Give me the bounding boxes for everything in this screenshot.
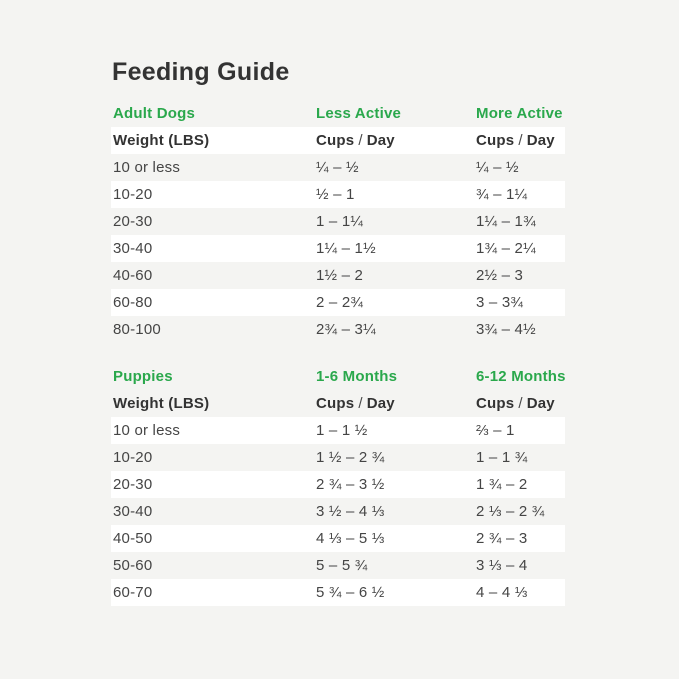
cups-value: 4 ⅓ – 5 ⅓	[316, 530, 385, 547]
adult-dogs-table: Weight (LBS) Cups / Day Cups / Day 10 or less ¼ …	[111, 127, 565, 343]
day-label: Day	[366, 132, 395, 149]
cups-value: ¾ – 1¼	[476, 186, 528, 203]
cups-value: ⅔ – 1	[476, 422, 515, 439]
cups-value: 1½ – 2	[316, 267, 364, 284]
cups-value: 2 ⅓ – 2 ¾	[476, 503, 545, 520]
puppies-table: Weight (LBS) Cups / Day Cups / Day 10 or less 1 …	[111, 390, 565, 606]
table-row: 10 or less ¼ – ½ ¼ – ½	[111, 154, 565, 181]
table-row: 30-40 1¼ – 1½ 1¾ – 2¼	[111, 235, 565, 262]
weight-value: 10 or less	[113, 159, 181, 176]
column-label-less-active: Less Active	[316, 105, 402, 122]
adult-dogs-section-header-row: Adult Dogs Less Active More Active	[111, 100, 565, 127]
cups-value: 1 ½ – 2 ¾	[316, 449, 385, 466]
table-row: 50-60 5 – 5 ¾ 3 ⅓ – 4	[111, 552, 565, 579]
cups-value: 4 – 4 ⅓	[476, 584, 528, 601]
adult-dogs-section: Adult Dogs Less Active More Active Weigh…	[111, 100, 565, 343]
cups-value: 2 ¾ – 3 ½	[316, 476, 385, 493]
cups-value: 2¾ – 3¼	[316, 321, 376, 338]
table-row: 10-20 ½ – 1 ¾ – 1¼	[111, 181, 565, 208]
cups-value: 1 – 1¼	[316, 213, 364, 230]
page-title: Feeding Guide	[112, 58, 290, 86]
table-row: 80-100 2¾ – 3¼ 3¾ – 4½	[111, 316, 565, 343]
cups-value: ½ – 1	[316, 186, 355, 203]
table-row: 60-80 2 – 2¾ 3 – 3¾	[111, 289, 565, 316]
weight-value: 40-50	[113, 530, 153, 547]
slash-separator: /	[358, 132, 363, 149]
weight-value: 10-20	[113, 449, 153, 466]
cups-value: 2 – 2¾	[316, 294, 364, 311]
cups-day-header: Cups / Day	[476, 395, 565, 412]
weight-value: 30-40	[113, 240, 153, 257]
weight-value: 80-100	[113, 321, 161, 338]
cups-value: 1 ¾ – 2	[476, 476, 528, 493]
column-label-6-12-months: 6-12 Months	[476, 368, 566, 385]
table-row: 20-30 2 ¾ – 3 ½ 1 ¾ – 2	[111, 471, 565, 498]
cups-value: 5 – 5 ¾	[316, 557, 368, 574]
table-header-row: Weight (LBS) Cups / Day Cups / Day	[111, 390, 565, 417]
day-label: Day	[526, 132, 555, 149]
weight-value: 30-40	[113, 503, 153, 520]
cups-value: 3¾ – 4½	[476, 321, 536, 338]
table-row: 30-40 3 ½ – 4 ⅓ 2 ⅓ – 2 ¾	[111, 498, 565, 525]
slash-separator: /	[358, 395, 363, 412]
section-label-adult-dogs: Adult Dogs	[113, 105, 195, 122]
cups-label: Cups	[316, 395, 355, 412]
slash-separator: /	[518, 395, 523, 412]
table-row: 40-50 4 ⅓ – 5 ⅓ 2 ¾ – 3	[111, 525, 565, 552]
table-row: 20-30 1 – 1¼ 1¼ – 1¾	[111, 208, 565, 235]
day-label: Day	[366, 395, 395, 412]
cups-day-header: Cups / Day	[476, 132, 565, 149]
cups-value: 3 ⅓ – 4	[476, 557, 528, 574]
table-header-row: Weight (LBS) Cups / Day Cups / Day	[111, 127, 565, 154]
cups-value: 1 – 1 ¾	[476, 449, 528, 466]
slash-separator: /	[518, 132, 523, 149]
puppies-section-header-row: Puppies 1-6 Months 6-12 Months	[111, 363, 566, 390]
table-row: 40-60 1½ – 2 2½ – 3	[111, 262, 565, 289]
column-label-more-active: More Active	[476, 105, 563, 122]
cups-value: 3 – 3¾	[476, 294, 524, 311]
weight-header: Weight (LBS)	[113, 395, 210, 412]
cups-value: ¼ – ½	[316, 159, 359, 176]
weight-value: 10-20	[113, 186, 153, 203]
cups-label: Cups	[476, 395, 515, 412]
weight-value: 60-80	[113, 294, 153, 311]
cups-value: 1¼ – 1¾	[476, 213, 536, 230]
weight-value: 10 or less	[113, 422, 181, 439]
weight-value: 60-70	[113, 584, 153, 601]
puppies-section: Puppies 1-6 Months 6-12 Months Weight (L…	[111, 363, 566, 606]
weight-value: 50-60	[113, 557, 153, 574]
table-row: 10 or less 1 – 1 ½ ⅔ – 1	[111, 417, 565, 444]
cups-value: 2½ – 3	[476, 267, 524, 284]
day-label: Day	[526, 395, 555, 412]
section-label-puppies: Puppies	[113, 368, 173, 385]
cups-value: 1¼ – 1½	[316, 240, 376, 257]
cups-day-header: Cups / Day	[316, 395, 476, 412]
weight-value: 40-60	[113, 267, 153, 284]
cups-label: Cups	[316, 132, 355, 149]
cups-label: Cups	[476, 132, 515, 149]
table-row: 60-70 5 ¾ – 6 ½ 4 – 4 ⅓	[111, 579, 565, 606]
weight-value: 20-30	[113, 213, 153, 230]
cups-value: 5 ¾ – 6 ½	[316, 584, 385, 601]
column-label-1-6-months: 1-6 Months	[316, 368, 398, 385]
cups-value: 1¾ – 2¼	[476, 240, 536, 257]
cups-value: ¼ – ½	[476, 159, 519, 176]
cups-value: 2 ¾ – 3	[476, 530, 528, 547]
cups-value: 1 – 1 ½	[316, 422, 368, 439]
table-row: 10-20 1 ½ – 2 ¾ 1 – 1 ¾	[111, 444, 565, 471]
weight-header: Weight (LBS)	[113, 132, 210, 149]
weight-value: 20-30	[113, 476, 153, 493]
cups-day-header: Cups / Day	[316, 132, 476, 149]
cups-value: 3 ½ – 4 ⅓	[316, 503, 385, 520]
